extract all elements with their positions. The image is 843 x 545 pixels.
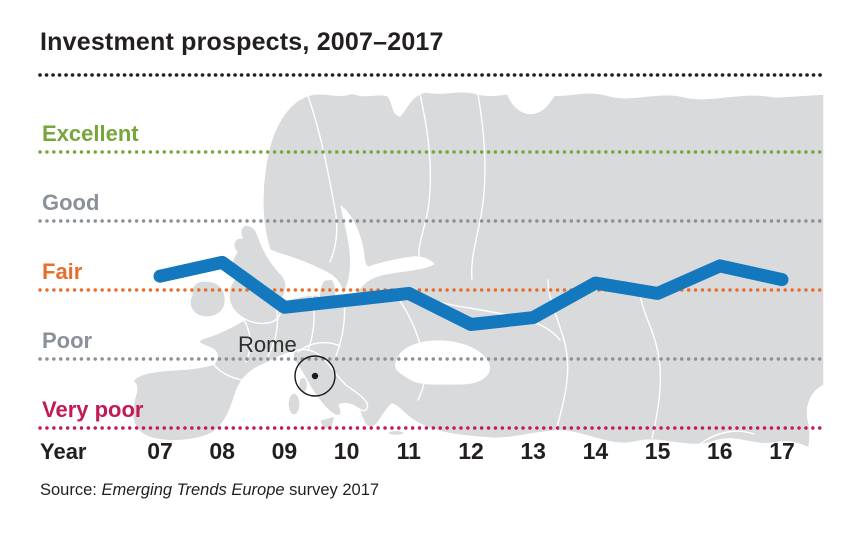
year-tick-17: 17	[769, 438, 795, 464]
map-crete	[387, 429, 405, 437]
source-publication: Emerging Trends Europe	[101, 481, 285, 499]
category-label-excellent: Excellent	[42, 121, 139, 146]
category-label-fair: Fair	[42, 259, 83, 284]
rome-circle	[294, 355, 336, 397]
map-corsica	[297, 376, 309, 394]
map-sicily	[319, 415, 336, 430]
category-label-poor: Poor	[42, 328, 93, 353]
rome-dot	[311, 372, 319, 380]
year-tick-15: 15	[645, 438, 671, 464]
map-caspian-sea	[806, 384, 825, 459]
source-prefix: Source:	[40, 481, 102, 499]
year-tick-12: 12	[458, 438, 484, 464]
year-tick-13: 13	[520, 438, 546, 464]
year-tick-14: 14	[583, 438, 609, 464]
source-suffix: survey 2017	[284, 481, 380, 499]
year-tick-10: 10	[334, 438, 360, 464]
map-ireland	[189, 280, 227, 318]
trend-line	[153, 255, 789, 331]
year-tick-16: 16	[707, 438, 733, 464]
rome-marker: Rome	[238, 332, 336, 397]
map-white-sea	[505, 89, 561, 114]
rome-label: Rome	[238, 332, 297, 357]
category-label-good: Good	[42, 190, 99, 215]
category-scale: Excellent Good Fair Poor Very poor	[38, 121, 826, 430]
category-label-very-poor: Very poor	[42, 397, 144, 422]
year-axis-label: Year	[40, 439, 87, 464]
map-black-sea	[395, 340, 490, 385]
year-tick-08: 08	[209, 438, 235, 464]
map-country-borders	[213, 93, 755, 445]
page-title: Investment prospects, 2007–2017	[40, 28, 444, 56]
year-axis: Year 07 08 09 10 11 12 13 14 15 16 17	[40, 438, 795, 464]
map-sardinia	[287, 392, 301, 416]
year-tick-07: 07	[147, 438, 173, 464]
year-tick-09: 09	[272, 438, 298, 464]
map-mainland	[131, 91, 825, 453]
trend-layer	[153, 255, 789, 331]
year-tick-11: 11	[397, 438, 422, 464]
source-note: Source: Emerging Trends Europe survey 20…	[40, 481, 800, 500]
